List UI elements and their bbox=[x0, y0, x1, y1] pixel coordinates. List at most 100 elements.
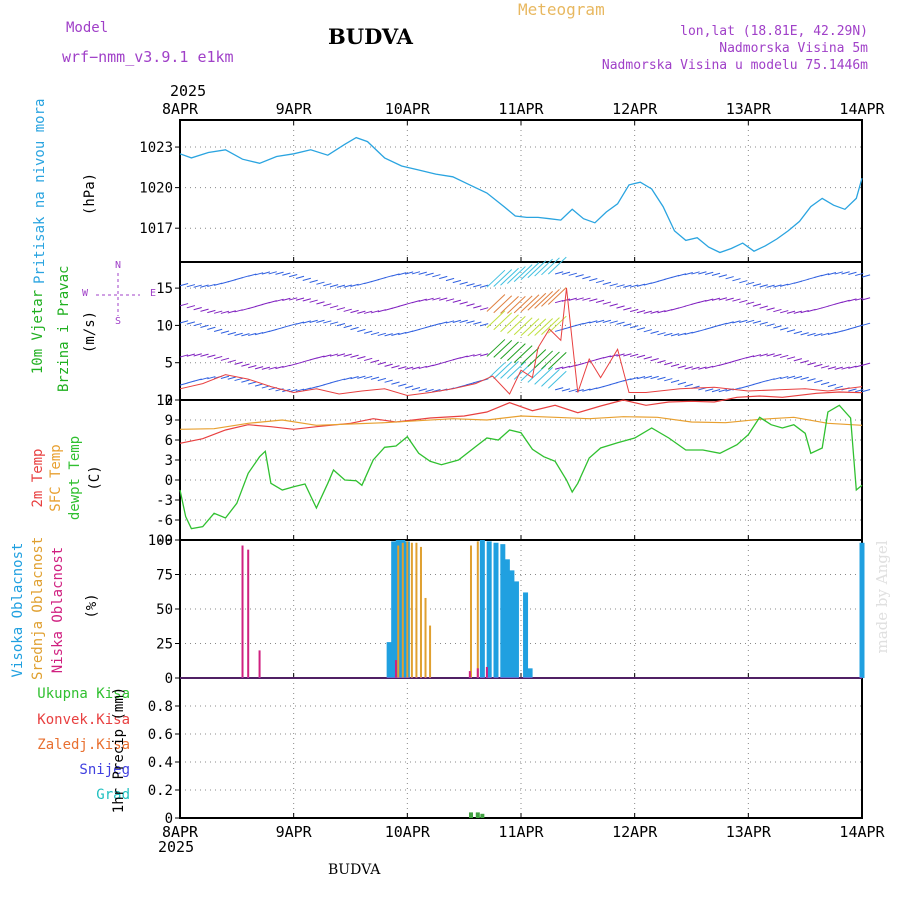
wind-barb bbox=[861, 362, 871, 366]
wind-barb bbox=[200, 284, 209, 288]
wind-barb bbox=[459, 281, 468, 285]
y-tick-label: 0.6 bbox=[148, 727, 173, 743]
wind-barb bbox=[309, 386, 318, 390]
wind-barb bbox=[793, 310, 803, 314]
wind-barb bbox=[466, 320, 475, 324]
high-cloud-bar bbox=[500, 544, 506, 678]
wind-barb bbox=[800, 310, 809, 314]
wind-barb bbox=[186, 321, 196, 325]
model-elevation-label: Nadmorska Visina u modelu 75.1446m bbox=[601, 58, 868, 73]
wind-barb bbox=[800, 332, 809, 336]
wind-barb bbox=[241, 275, 250, 279]
wind-barb bbox=[391, 365, 400, 369]
wind-barb bbox=[254, 331, 264, 336]
wind-barb bbox=[357, 328, 366, 333]
wind-barb bbox=[711, 272, 721, 276]
wind-barb bbox=[227, 331, 236, 336]
compass-s: S bbox=[115, 316, 122, 327]
compass-n: N bbox=[115, 260, 122, 271]
wind-barb bbox=[391, 273, 400, 277]
wind-barb bbox=[329, 284, 339, 288]
wind-barb bbox=[718, 274, 728, 278]
model-label: Model bbox=[66, 20, 109, 36]
wind-barb bbox=[336, 323, 346, 327]
wind-barb bbox=[657, 332, 666, 336]
wind-barb bbox=[636, 283, 646, 287]
wind-barb bbox=[323, 320, 332, 324]
mid-cloud-bar bbox=[429, 625, 432, 678]
high-cloud-bar bbox=[479, 540, 485, 678]
wind-barb bbox=[841, 366, 850, 370]
wind-barb bbox=[541, 257, 560, 276]
wind-barb bbox=[200, 353, 209, 357]
wind-barb bbox=[664, 332, 673, 337]
y-tick-label: 1020 bbox=[139, 181, 173, 197]
high-cloud-bar bbox=[859, 542, 865, 678]
y-tick-label: 0.8 bbox=[148, 699, 173, 715]
precip-bar bbox=[468, 812, 473, 818]
date-label-bottom: 11APR bbox=[498, 823, 544, 841]
wind-barb bbox=[650, 280, 659, 284]
wind-barb bbox=[473, 353, 482, 357]
wind-barb bbox=[254, 366, 264, 370]
wind-barb bbox=[786, 329, 796, 333]
wind-barb bbox=[814, 363, 823, 368]
wind-barb bbox=[766, 307, 775, 311]
wind-barb bbox=[568, 324, 577, 328]
wind-barb bbox=[616, 321, 625, 325]
wind-barb bbox=[227, 310, 236, 314]
wind-barb bbox=[398, 366, 407, 370]
wind-barb bbox=[861, 322, 871, 326]
wind-barb bbox=[507, 316, 526, 334]
wind-barb bbox=[302, 320, 311, 324]
wind-barb bbox=[595, 319, 605, 323]
wind-barb bbox=[575, 362, 584, 367]
mid-cloud-bar bbox=[476, 541, 479, 678]
wind-barb bbox=[766, 378, 775, 382]
wind-barb bbox=[861, 297, 871, 301]
wind-barb bbox=[220, 310, 230, 314]
wind-barb bbox=[657, 278, 666, 283]
wind-barb bbox=[650, 358, 659, 362]
wind-barb bbox=[404, 330, 414, 334]
wind-barb bbox=[595, 385, 605, 390]
y-tick-label: 0 bbox=[165, 393, 173, 409]
wind-barb bbox=[513, 317, 533, 336]
wind-barb bbox=[705, 388, 714, 392]
y-tick-label: 100 bbox=[148, 533, 173, 549]
wind-barb bbox=[664, 378, 673, 382]
wind-barb bbox=[268, 328, 277, 333]
wind-barb bbox=[698, 328, 707, 332]
wind-barb bbox=[855, 324, 864, 328]
wind-barb bbox=[398, 303, 407, 308]
wind-barb bbox=[288, 363, 298, 367]
wind-barb bbox=[793, 375, 803, 380]
temp-2m-line bbox=[179, 391, 863, 444]
wind-barb bbox=[370, 359, 380, 364]
wind-barb bbox=[745, 301, 755, 305]
wind-barb bbox=[705, 365, 714, 369]
wind-barb bbox=[827, 303, 837, 307]
precip-bar bbox=[475, 812, 480, 818]
wind-barb bbox=[404, 385, 414, 389]
low-cloud-bar bbox=[394, 660, 397, 678]
wind-barb bbox=[834, 301, 843, 305]
wind-barb bbox=[411, 328, 421, 333]
wind-barb bbox=[705, 298, 714, 302]
wind-barb bbox=[241, 307, 250, 311]
date-label-bottom: 13APR bbox=[726, 823, 772, 841]
wind-barb bbox=[500, 341, 519, 360]
wind-barb bbox=[473, 305, 482, 309]
wind-barb bbox=[820, 305, 830, 309]
wind-barb bbox=[418, 298, 427, 302]
wind-barb bbox=[664, 362, 673, 366]
wind-barb bbox=[418, 326, 427, 331]
y-tick-label: 0.4 bbox=[148, 755, 173, 771]
legend-konvek: Konvek.Kisa bbox=[37, 712, 130, 728]
wind-barb bbox=[439, 275, 448, 280]
wind-barb bbox=[404, 301, 414, 306]
wind-barb bbox=[780, 354, 789, 359]
wind-barb bbox=[732, 298, 741, 302]
wind-barb bbox=[439, 297, 448, 301]
y-tick-label: -3 bbox=[156, 493, 173, 509]
